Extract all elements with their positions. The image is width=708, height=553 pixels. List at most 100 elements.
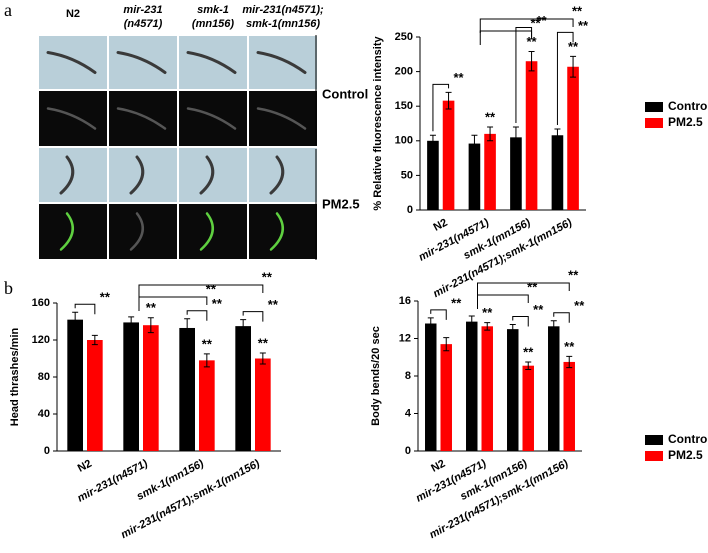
bar — [440, 344, 452, 451]
significance-label: ** — [533, 302, 544, 317]
y-tick-label: 0 — [44, 445, 50, 457]
legend-label: Control — [668, 99, 708, 113]
error-bar — [509, 323, 516, 335]
y-tick-label: 40 — [38, 408, 50, 420]
micrograph — [109, 36, 177, 89]
bar — [567, 66, 579, 210]
significance-label: ** — [578, 18, 589, 33]
column-header: mir-231(n4571); — [242, 4, 324, 16]
worm — [116, 107, 167, 130]
bar — [123, 322, 139, 451]
significance-label: ** — [485, 109, 496, 124]
legend-swatch — [645, 435, 663, 445]
worm — [256, 51, 307, 74]
error-bar — [427, 317, 434, 330]
image-panel: N2 mir-231(n4571)smk-1(mn156)mir-231(n457… — [39, 4, 368, 260]
micrograph — [179, 91, 247, 146]
worm — [256, 107, 307, 130]
bracket — [138, 284, 264, 299]
micrograph — [39, 91, 107, 146]
bar — [67, 319, 83, 451]
significance-label: ** — [100, 290, 111, 305]
y-tick-label: 150 — [395, 100, 413, 112]
error-bar — [566, 355, 573, 369]
bar — [179, 327, 195, 451]
y-tick-label: 0 — [407, 204, 413, 216]
error-bar — [184, 318, 191, 338]
bracket — [556, 31, 574, 126]
bar — [484, 133, 496, 210]
legend-label: Control — [668, 432, 708, 446]
worm — [59, 212, 74, 251]
bar — [510, 137, 522, 210]
error-bar — [484, 322, 491, 331]
error-bar — [570, 55, 577, 78]
y-tick-label: 200 — [395, 66, 413, 78]
error-bar — [445, 91, 452, 110]
bracket — [432, 83, 450, 132]
legend-swatch — [645, 451, 663, 461]
error-bar — [550, 320, 557, 333]
worm — [116, 51, 167, 74]
bracket — [74, 303, 96, 315]
error-bar — [91, 334, 98, 346]
significance-label: ** — [202, 336, 213, 351]
legend-swatch — [645, 102, 663, 112]
bar — [425, 323, 437, 451]
significance-label: ** — [212, 296, 223, 311]
y-tick-label: 160 — [32, 297, 50, 309]
bracket — [477, 282, 570, 297]
micrograph — [39, 36, 107, 89]
y-axis-label: Head thrashes/min — [9, 328, 21, 427]
bracket — [512, 315, 529, 327]
column-header: (n4571) — [124, 18, 163, 30]
significance-label: ** — [568, 39, 579, 54]
error-bar — [468, 315, 475, 328]
column-header: mir-231 — [123, 4, 162, 16]
y-tick-label: 80 — [38, 371, 50, 383]
bracket — [430, 309, 447, 320]
x-tick-label: N2 — [76, 458, 94, 475]
error-bar — [72, 311, 79, 328]
significance-label: ** — [268, 297, 279, 312]
error-bar — [512, 126, 519, 149]
y-axis-label: Body bends/20 sec — [370, 326, 382, 426]
y-tick-label: 250 — [395, 31, 413, 43]
bracket — [553, 312, 570, 323]
y-tick-label: 50 — [401, 169, 413, 181]
bar — [563, 361, 575, 451]
worm — [59, 155, 75, 195]
x-tick-label: mir-231(n4571) — [417, 216, 491, 263]
bracket — [186, 310, 208, 321]
bar — [255, 358, 271, 451]
y-axis-label: % Relative fluorescence intensity — [372, 36, 384, 211]
bar — [522, 365, 534, 451]
error-bar — [240, 319, 247, 334]
y-tick-label: 16 — [399, 295, 411, 307]
significance-label: ** — [146, 300, 157, 315]
x-tick-label: mir-231(n4571) — [414, 457, 488, 504]
bar — [442, 100, 455, 210]
bracket — [479, 30, 533, 45]
error-bar — [203, 353, 210, 368]
bar — [466, 321, 478, 451]
significance-label: ** — [526, 34, 537, 49]
significance-label: ** — [530, 15, 541, 30]
column-header: (mn156) — [192, 18, 235, 30]
bar — [427, 140, 439, 210]
y-tick-label: 100 — [395, 135, 413, 147]
bar — [143, 325, 159, 451]
worm — [46, 107, 97, 130]
legend-label: PM2.5 — [668, 448, 703, 462]
significance-label: ** — [258, 335, 269, 350]
bar — [87, 340, 103, 451]
micrograph — [249, 36, 317, 89]
y-tick-label: 12 — [399, 332, 411, 344]
worm — [129, 155, 145, 195]
significance-label: ** — [482, 305, 493, 320]
error-bar — [471, 134, 478, 153]
worm — [269, 155, 285, 195]
significance-label: ** — [527, 279, 538, 294]
x-tick-label: N2 — [429, 458, 447, 475]
